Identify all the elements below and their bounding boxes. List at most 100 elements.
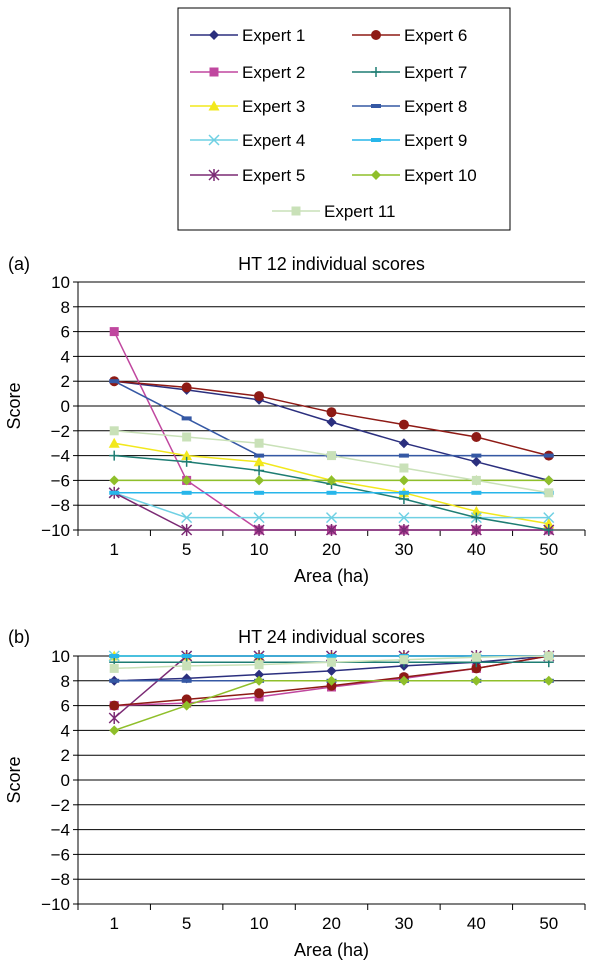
legend-marker [208, 100, 220, 111]
data-point [109, 663, 119, 673]
x-tick-label: 5 [182, 914, 191, 933]
data-point [325, 512, 338, 524]
data-point [254, 675, 265, 686]
data-point [254, 438, 264, 448]
panel-label: (b) [8, 627, 30, 647]
panel-label: (a) [8, 254, 30, 274]
data-point [543, 518, 555, 529]
legend-marker [371, 138, 381, 142]
x-tick-label: 20 [322, 540, 341, 559]
y-tick-label: −4 [51, 447, 70, 466]
y-tick-label: 0 [61, 397, 70, 416]
data-point [471, 675, 482, 686]
y-tick-label: 10 [51, 273, 70, 292]
data-point [109, 490, 120, 495]
y-axis-label: Score [4, 756, 24, 803]
legend-marker [291, 206, 301, 216]
data-point [181, 678, 192, 683]
legend-item-expert-7: Expert 7 [352, 63, 467, 82]
chart-title: HT 24 individual scores [238, 627, 425, 647]
data-point [253, 512, 265, 524]
data-point [181, 450, 193, 461]
data-point [181, 416, 192, 421]
legend-item-expert-1: Expert 1 [190, 26, 305, 45]
data-point [109, 654, 120, 658]
y-tick-label: 6 [61, 323, 70, 342]
legend-label: Expert 11 [324, 202, 396, 221]
legend-item-expert-11: Expert 11 [272, 202, 396, 221]
legend-label: Expert 1 [242, 26, 305, 45]
data-point [181, 512, 193, 524]
data-point [254, 465, 265, 476]
data-point [181, 524, 193, 536]
y-tick-label: 6 [61, 697, 70, 716]
series-expert-10 [109, 475, 554, 486]
data-point [109, 426, 119, 436]
data-point [326, 475, 337, 486]
data-point [254, 654, 265, 658]
y-tick-label: 0 [61, 771, 70, 790]
data-point [181, 456, 192, 467]
data-point [109, 678, 120, 683]
y-tick-label: −4 [51, 821, 70, 840]
legend-label: Expert 10 [404, 166, 477, 185]
data-point [109, 475, 120, 486]
data-point [327, 657, 336, 667]
data-point [471, 663, 482, 674]
x-tick-label: 10 [250, 540, 269, 559]
legend-label: Expert 7 [404, 63, 467, 82]
series-expert-10 [109, 675, 554, 736]
data-point [254, 490, 265, 495]
data-point [398, 438, 409, 449]
y-tick-label: −6 [51, 471, 70, 490]
data-point [471, 432, 482, 442]
x-tick-label: 10 [250, 914, 269, 933]
legend-label: Expert 2 [242, 63, 305, 82]
y-tick-label: 10 [51, 647, 70, 666]
data-point [325, 524, 338, 536]
legend-item-expert-4: Expert 4 [190, 131, 305, 150]
legend-marker [208, 169, 220, 181]
y-tick-label: −8 [51, 870, 70, 889]
data-point [254, 688, 265, 699]
y-tick-label: −10 [41, 895, 70, 914]
data-point [398, 675, 409, 686]
data-point [109, 450, 120, 461]
y-tick-label: −10 [41, 521, 70, 540]
data-point [254, 660, 264, 670]
legend-marker [371, 30, 381, 40]
y-tick-label: 2 [61, 746, 70, 765]
data-point [543, 475, 554, 486]
legend-item-expert-9: Expert 9 [352, 131, 467, 150]
x-tick-label: 1 [109, 914, 118, 933]
x-tick-label: 20 [322, 914, 341, 933]
legend-item-expert-5: Expert 5 [190, 166, 305, 185]
data-point [544, 488, 554, 498]
series-expert-11 [109, 651, 554, 673]
x-tick-label: 50 [539, 914, 558, 933]
y-tick-label: −2 [51, 422, 70, 441]
legend-label: Expert 3 [242, 97, 305, 116]
data-point [471, 490, 482, 495]
data-point [398, 490, 409, 495]
data-point [253, 456, 265, 467]
legend-item-expert-2: Expert 2 [190, 63, 305, 82]
data-point [181, 654, 192, 658]
data-point [253, 524, 265, 536]
series-expert-6 [109, 376, 554, 461]
data-point [181, 490, 192, 495]
legend-marker [209, 67, 219, 77]
data-point [254, 391, 265, 402]
legend: Expert 1 Expert 2 Expert 3 Expert 4 Expert 5… [177, 7, 511, 231]
data-point [181, 382, 192, 393]
y-axis-label: Score [4, 382, 24, 429]
data-point [543, 512, 555, 524]
legend-marker [371, 104, 381, 108]
data-point [543, 525, 554, 535]
chart-title: HT 12 individual scores [238, 254, 425, 274]
legend-item-expert-10: Expert 10 [352, 166, 477, 185]
x-tick-label: 50 [539, 540, 558, 559]
y-tick-label: 4 [61, 347, 70, 366]
x-tick-label: 5 [182, 540, 191, 559]
data-point [471, 512, 482, 523]
